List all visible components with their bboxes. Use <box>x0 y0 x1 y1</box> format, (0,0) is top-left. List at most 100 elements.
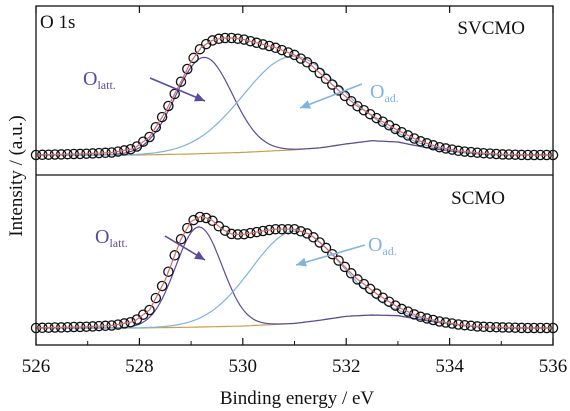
data-point-0-39 <box>276 44 288 56</box>
data-point-1-61 <box>415 311 426 323</box>
adsorbed-component-line-0 <box>36 55 553 156</box>
x-tick-label-1: 528 <box>125 356 154 377</box>
y-axis-label: Intensity / (a.u.) <box>6 115 27 236</box>
data-point-0-57 <box>390 123 401 135</box>
data-point-1-20 <box>156 280 168 292</box>
data-point-1-14 <box>119 318 130 329</box>
data-point-0-35 <box>251 37 262 49</box>
data-point-0-18 <box>144 131 155 143</box>
data-point-0-44 <box>308 61 319 73</box>
data-point-1-18 <box>144 304 155 316</box>
data-point-1-36 <box>257 225 269 237</box>
data-point-0-66 <box>446 144 458 155</box>
data-point-1-62 <box>421 313 433 324</box>
data-point-0-21 <box>163 100 174 112</box>
data-point-1-25 <box>188 214 199 226</box>
top-panel: O 1s SVCMO Olatt. Oad. <box>30 12 559 161</box>
data-point-0-28 <box>207 35 218 46</box>
data-point-0-15 <box>125 143 136 155</box>
data-point-1-65 <box>440 317 452 328</box>
data-point-1-23 <box>175 233 187 245</box>
envelope-line-1 <box>35 215 553 329</box>
data-point-0-41 <box>289 49 300 61</box>
data-point-1-46 <box>320 242 332 254</box>
data-point-0-60 <box>409 133 420 144</box>
data-point-1-15 <box>125 316 136 328</box>
data-point-0-24 <box>182 63 193 75</box>
data-point-0-33 <box>238 34 250 45</box>
data-point-0-23 <box>175 76 187 87</box>
data-point-1-47 <box>327 248 338 260</box>
annotation-0-1: Oad. <box>370 81 399 105</box>
lattice-component-line-0 <box>36 56 553 156</box>
data-point-0-54 <box>371 112 382 124</box>
data-point-0-62 <box>421 138 433 149</box>
data-point-0-56 <box>383 120 395 131</box>
data-point-1-60 <box>409 309 420 320</box>
data-point-1-66 <box>446 318 458 329</box>
x-tick-label-0: 526 <box>22 356 51 377</box>
data-point-1-49 <box>339 261 351 273</box>
envelope-line-0 <box>35 37 553 156</box>
data-point-0-47 <box>327 79 338 90</box>
data-point-0-38 <box>270 42 281 54</box>
annotation-arrowhead-1-1 <box>296 257 307 267</box>
data-point-0-48 <box>333 85 344 96</box>
data-point-0-58 <box>396 126 407 138</box>
sample-label-bottom: SCMO <box>451 188 505 209</box>
bottom-panel: SCMO Olatt. Oad. <box>30 188 559 334</box>
data-point-0-27 <box>200 38 212 50</box>
data-point-0-22 <box>169 88 180 100</box>
data-point-0-55 <box>377 116 389 127</box>
data-point-0-19 <box>150 121 162 133</box>
data-point-1-48 <box>333 255 344 266</box>
x-tick-label-5: 536 <box>539 356 568 377</box>
data-point-1-63 <box>427 314 439 326</box>
data-point-0-50 <box>345 95 357 107</box>
annotation-1-1: Oad. <box>368 234 397 258</box>
annotation-arrowhead-1-0 <box>194 251 205 260</box>
data-point-1-37 <box>264 224 275 236</box>
data-point-0-26 <box>194 43 206 55</box>
annotation-arrow-0-1 <box>299 83 363 109</box>
data-point-1-24 <box>182 222 193 234</box>
data-point-1-59 <box>402 306 414 317</box>
x-axis-label: Binding energy / eV <box>220 388 375 409</box>
data-point-0-40 <box>282 47 294 58</box>
x-tick-label-3: 532 <box>332 356 361 377</box>
data-point-1-50 <box>345 268 357 279</box>
data-point-0-63 <box>427 140 439 151</box>
data-point-1-28 <box>207 215 218 227</box>
data-point-0-64 <box>434 141 445 153</box>
data-point-1-64 <box>434 316 445 327</box>
data-point-0-37 <box>264 40 275 52</box>
data-point-0-14 <box>119 145 130 156</box>
data-point-0-36 <box>257 39 269 50</box>
annotation-arrowhead-0-0 <box>194 93 205 102</box>
data-point-1-19 <box>150 292 162 304</box>
annotation-1-0: Olatt. <box>95 226 128 250</box>
data-point-1-27 <box>200 212 212 224</box>
x-axis: 526 528 530 532 534 536 <box>22 6 568 377</box>
annotation-arrow-1-1 <box>295 244 366 266</box>
data-point-0-13 <box>112 146 124 157</box>
data-point-1-22 <box>169 250 180 261</box>
data-point-1-13 <box>112 319 124 330</box>
data-point-0-46 <box>320 73 332 85</box>
data-point-1-30 <box>219 225 231 236</box>
panel-label: O 1s <box>40 12 75 33</box>
data-point-1-42 <box>295 226 307 237</box>
data-point-1-35 <box>251 226 262 238</box>
data-point-1-57 <box>390 300 401 311</box>
data-point-1-58 <box>396 303 407 315</box>
data-point-0-65 <box>440 143 452 154</box>
data-point-0-42 <box>295 53 307 64</box>
annotation-arrowhead-0-1 <box>300 100 311 109</box>
data-point-0-59 <box>402 130 414 141</box>
data-point-0-20 <box>156 111 168 123</box>
data-point-0-45 <box>314 67 325 79</box>
data-point-1-21 <box>163 266 174 277</box>
x-tick-label-4: 534 <box>435 356 464 377</box>
data-point-0-61 <box>415 136 426 147</box>
